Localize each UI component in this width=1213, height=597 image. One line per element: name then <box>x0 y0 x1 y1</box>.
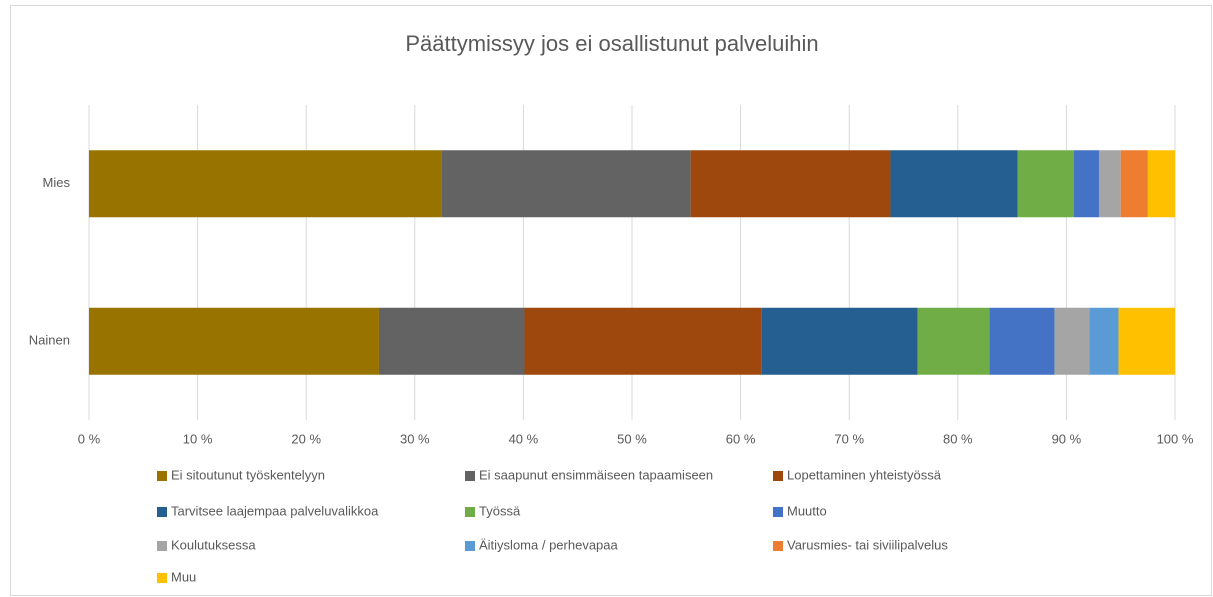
legend-swatch <box>157 573 167 583</box>
bar-segment <box>1098 150 1121 218</box>
chart-title: Päättymissyy jos ei osallistunut palvelu… <box>405 31 818 56</box>
legend-label: Varusmies- tai siviilipalvelus <box>787 537 948 552</box>
legend-swatch <box>773 507 783 517</box>
bar-segment <box>89 307 379 375</box>
x-tick-label: 20 % <box>291 431 321 446</box>
x-tick-label: 60 % <box>726 431 756 446</box>
legend-label: Ei sitoutunut työskentelyyn <box>171 467 325 482</box>
chart-border <box>10 5 1212 596</box>
x-tick-label: 0 % <box>78 431 101 446</box>
x-tick-label: 90 % <box>1052 431 1082 446</box>
x-tick-label: 50 % <box>617 431 647 446</box>
bar-segment <box>441 150 691 218</box>
legend-swatch <box>465 541 475 551</box>
y-tick-label: Mies <box>43 175 71 190</box>
legend-label: Äitiysloma / perhevapaa <box>479 537 619 552</box>
legend-swatch <box>465 507 475 517</box>
legend-label: Tarvitsee laajempaa palveluvalikkoa <box>171 503 379 518</box>
x-tick-label: 40 % <box>509 431 539 446</box>
legend-swatch <box>157 541 167 551</box>
bar-segment <box>690 150 891 218</box>
bar-segment <box>1147 150 1175 218</box>
x-tick-label: 100 % <box>1157 431 1194 446</box>
legend-swatch <box>157 507 167 517</box>
bar-segment <box>761 307 918 375</box>
legend-swatch <box>157 471 167 481</box>
legend-label: Työssä <box>479 503 521 518</box>
bar-segment <box>524 307 762 375</box>
legend-label: Ei saapunut ensimmäiseen tapaamiseen <box>479 467 713 482</box>
bar-segment <box>890 150 1018 218</box>
bar-segment <box>1120 150 1148 218</box>
legend-label: Lopettaminen yhteistyössä <box>787 467 942 482</box>
x-tick-label: 80 % <box>943 431 973 446</box>
bar-segment <box>917 307 990 375</box>
legend-swatch <box>773 471 783 481</box>
bar-segment <box>989 307 1055 375</box>
legend-label: Muu <box>171 569 196 584</box>
x-tick-label: 10 % <box>183 431 213 446</box>
bar-segment <box>1089 307 1119 375</box>
bar-segment <box>89 150 442 218</box>
bar-segment <box>1054 307 1090 375</box>
legend-label: Koulutuksessa <box>171 537 256 552</box>
legend-label: Muutto <box>787 503 827 518</box>
x-tick-label: 30 % <box>400 431 430 446</box>
x-tick-label: 70 % <box>834 431 864 446</box>
y-tick-label: Nainen <box>29 333 70 348</box>
bar-segment <box>1074 150 1099 218</box>
bar-segment <box>1118 307 1175 375</box>
legend-swatch <box>465 471 475 481</box>
legend-swatch <box>773 541 783 551</box>
bar-segment <box>378 307 525 375</box>
bar-segment <box>1017 150 1075 218</box>
